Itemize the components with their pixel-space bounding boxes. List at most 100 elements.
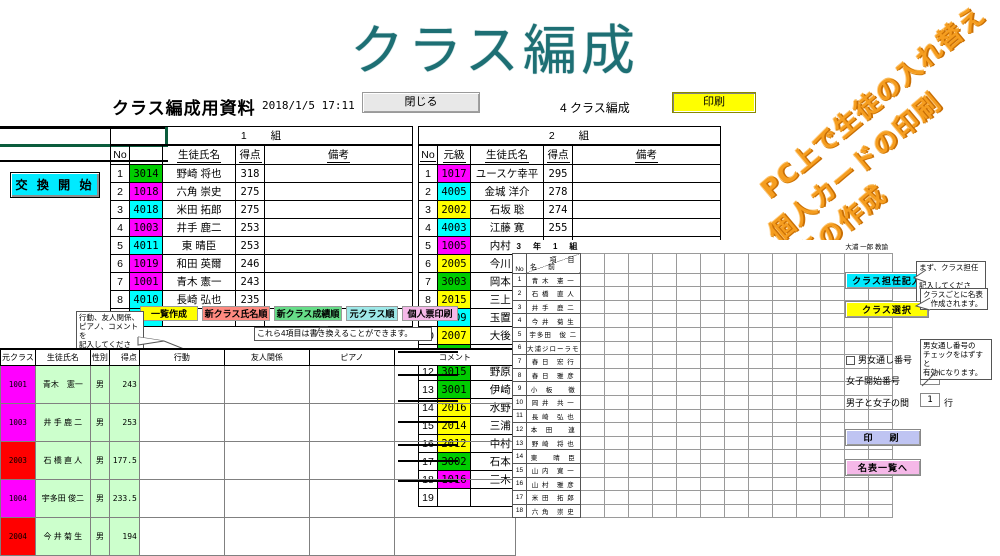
preview-cell[interactable] bbox=[723, 490, 749, 505]
preview-cell[interactable] bbox=[579, 394, 605, 410]
preview-item-cell[interactable] bbox=[675, 252, 701, 274]
preview-cell[interactable] bbox=[747, 367, 773, 383]
preview-cell[interactable] bbox=[771, 503, 797, 519]
detail-name[interactable]: 宇多田 俊二 bbox=[34, 479, 91, 518]
row-number[interactable]: 8 bbox=[110, 290, 130, 309]
preview-cell[interactable] bbox=[747, 394, 773, 410]
row-number[interactable]: 7 bbox=[110, 272, 130, 291]
preview-item-cell[interactable] bbox=[819, 252, 845, 274]
student-code[interactable]: 1003 bbox=[129, 218, 163, 237]
preview-item-cell[interactable] bbox=[747, 252, 773, 274]
preview-cell[interactable] bbox=[747, 408, 773, 424]
row-number[interactable]: 6 bbox=[418, 254, 438, 273]
preview-cell[interactable] bbox=[819, 435, 845, 451]
student-code[interactable]: 2007 bbox=[437, 326, 471, 345]
detail-code[interactable]: 1004 bbox=[0, 479, 36, 518]
action-button-2[interactable]: 新クラス氏名順 bbox=[202, 306, 270, 321]
preview-cell[interactable] bbox=[627, 408, 653, 424]
preview-item-cell[interactable] bbox=[867, 252, 893, 274]
preview-cell[interactable] bbox=[579, 272, 605, 288]
detail-piano[interactable] bbox=[308, 441, 395, 480]
preview-cell[interactable] bbox=[771, 381, 797, 396]
preview-cell[interactable] bbox=[675, 354, 701, 369]
student-memo[interactable] bbox=[572, 182, 721, 201]
preview-item-cell[interactable] bbox=[723, 252, 749, 274]
student-code[interactable]: 4003 bbox=[437, 218, 471, 237]
preview-row[interactable]: 14 東 晴 臣 bbox=[512, 449, 893, 464]
preview-cell[interactable] bbox=[867, 326, 893, 342]
preview-cell[interactable] bbox=[771, 408, 797, 424]
preview-cell[interactable] bbox=[771, 394, 797, 410]
preview-cell[interactable] bbox=[747, 422, 773, 437]
detail-sex[interactable]: 男 bbox=[89, 403, 110, 442]
preview-cell[interactable] bbox=[579, 435, 605, 451]
preview-cell[interactable] bbox=[699, 286, 725, 301]
preview-cell[interactable] bbox=[699, 354, 725, 369]
detail-piano[interactable] bbox=[308, 403, 395, 442]
detail-code[interactable]: 1001 bbox=[0, 365, 36, 404]
preview-cell[interactable] bbox=[627, 354, 653, 369]
mixed-number-checkbox[interactable] bbox=[846, 355, 855, 365]
student-score[interactable]: 318 bbox=[235, 164, 265, 183]
preview-cell[interactable] bbox=[867, 408, 893, 424]
preview-cell[interactable] bbox=[747, 476, 773, 492]
preview-cell[interactable] bbox=[675, 435, 701, 451]
detail-score[interactable]: 177.5 bbox=[108, 441, 140, 480]
student-memo[interactable] bbox=[264, 236, 413, 255]
preview-cell[interactable] bbox=[675, 449, 701, 464]
preview-cell[interactable] bbox=[603, 286, 629, 301]
table-row[interactable]: 5 4011 東 晴臣 253 bbox=[110, 236, 413, 255]
table-row[interactable]: 4 4003 江藤 寛 255 bbox=[418, 218, 721, 237]
table-row[interactable]: 2 4005 金城 洋介 278 bbox=[418, 182, 721, 201]
preview-cell[interactable] bbox=[579, 299, 605, 315]
preview-cell[interactable] bbox=[699, 422, 725, 437]
preview-item-cell[interactable] bbox=[795, 252, 821, 274]
preview-cell[interactable] bbox=[795, 490, 821, 505]
student-name[interactable]: 金城 洋介 bbox=[470, 182, 544, 201]
detail-comment[interactable] bbox=[393, 517, 516, 556]
preview-cell[interactable] bbox=[651, 476, 677, 492]
detail-score[interactable]: 233.5 bbox=[108, 479, 140, 518]
preview-cell[interactable] bbox=[627, 367, 653, 383]
detail-name[interactable]: 石 橋 直 人 bbox=[34, 441, 91, 480]
preview-cell[interactable] bbox=[675, 286, 701, 301]
preview-cell[interactable] bbox=[747, 381, 773, 396]
preview-cell[interactable] bbox=[699, 367, 725, 383]
detail-code[interactable]: 1003 bbox=[0, 403, 36, 442]
student-memo[interactable] bbox=[264, 218, 413, 237]
row-number[interactable]: 1 bbox=[110, 164, 130, 183]
student-name[interactable]: 石坂 聡 bbox=[470, 200, 544, 219]
detail-score[interactable]: 243 bbox=[108, 365, 140, 404]
preview-cell[interactable] bbox=[675, 422, 701, 437]
detail-piano[interactable] bbox=[308, 479, 395, 518]
preview-item-cell[interactable] bbox=[579, 252, 605, 274]
detail-name[interactable]: 青木 憲一 bbox=[34, 365, 91, 404]
student-score[interactable]: 275 bbox=[235, 200, 265, 219]
exchange-start-button[interactable]: 交 換 開 始 bbox=[10, 172, 100, 198]
student-name[interactable]: 東 晴臣 bbox=[162, 236, 236, 255]
preview-cell[interactable] bbox=[627, 299, 653, 315]
preview-cell[interactable] bbox=[795, 286, 821, 301]
preview-cell[interactable] bbox=[843, 503, 869, 519]
row-number[interactable]: 4 bbox=[110, 218, 130, 237]
preview-cell[interactable] bbox=[675, 313, 701, 328]
preview-cell[interactable] bbox=[675, 299, 701, 315]
preview-cell[interactable] bbox=[651, 422, 677, 437]
preview-cell[interactable] bbox=[627, 490, 653, 505]
class-select-button[interactable]: クラス選択 bbox=[845, 301, 929, 318]
preview-row[interactable]: 15 山 内 寛 一 bbox=[512, 462, 893, 478]
table-row[interactable]: 3 2002 石坂 聡 274 bbox=[418, 200, 721, 219]
table-row[interactable]: 6 1019 和田 英爾 246 bbox=[110, 254, 413, 273]
student-code[interactable]: 3014 bbox=[129, 164, 163, 183]
preview-cell[interactable] bbox=[819, 326, 845, 342]
detail-name[interactable]: 今 井 菊 生 bbox=[34, 517, 91, 556]
preview-row[interactable]: 10 岡 井 共 一 bbox=[512, 394, 893, 410]
preview-cell[interactable] bbox=[771, 490, 797, 505]
preview-cell[interactable] bbox=[819, 394, 845, 410]
preview-cell[interactable] bbox=[699, 394, 725, 410]
mixed-number-checkbox-row[interactable]: 男女通し番号 bbox=[846, 353, 912, 366]
preview-cell[interactable] bbox=[747, 326, 773, 342]
preview-cell[interactable] bbox=[795, 381, 821, 396]
preview-cell[interactable] bbox=[603, 272, 629, 288]
preview-cell[interactable] bbox=[603, 381, 629, 396]
